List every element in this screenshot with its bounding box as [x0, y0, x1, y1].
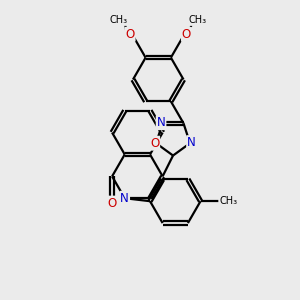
Text: O: O [150, 137, 159, 150]
Text: CH₃: CH₃ [219, 196, 237, 206]
Text: CH₃: CH₃ [110, 15, 128, 25]
Text: N: N [187, 136, 196, 149]
Text: CH₃: CH₃ [189, 15, 207, 25]
Text: N: N [157, 116, 165, 129]
Text: N: N [120, 192, 129, 205]
Text: O: O [182, 28, 191, 41]
Text: O: O [107, 196, 117, 210]
Text: O: O [125, 28, 135, 41]
